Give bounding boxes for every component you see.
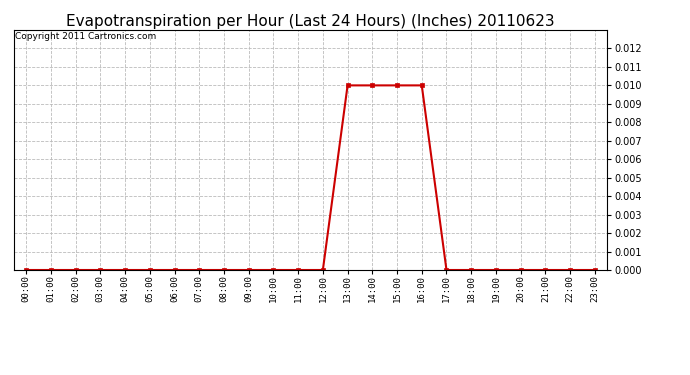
Title: Evapotranspiration per Hour (Last 24 Hours) (Inches) 20110623: Evapotranspiration per Hour (Last 24 Hou… xyxy=(66,14,555,29)
Text: Copyright 2011 Cartronics.com: Copyright 2011 Cartronics.com xyxy=(15,32,156,41)
